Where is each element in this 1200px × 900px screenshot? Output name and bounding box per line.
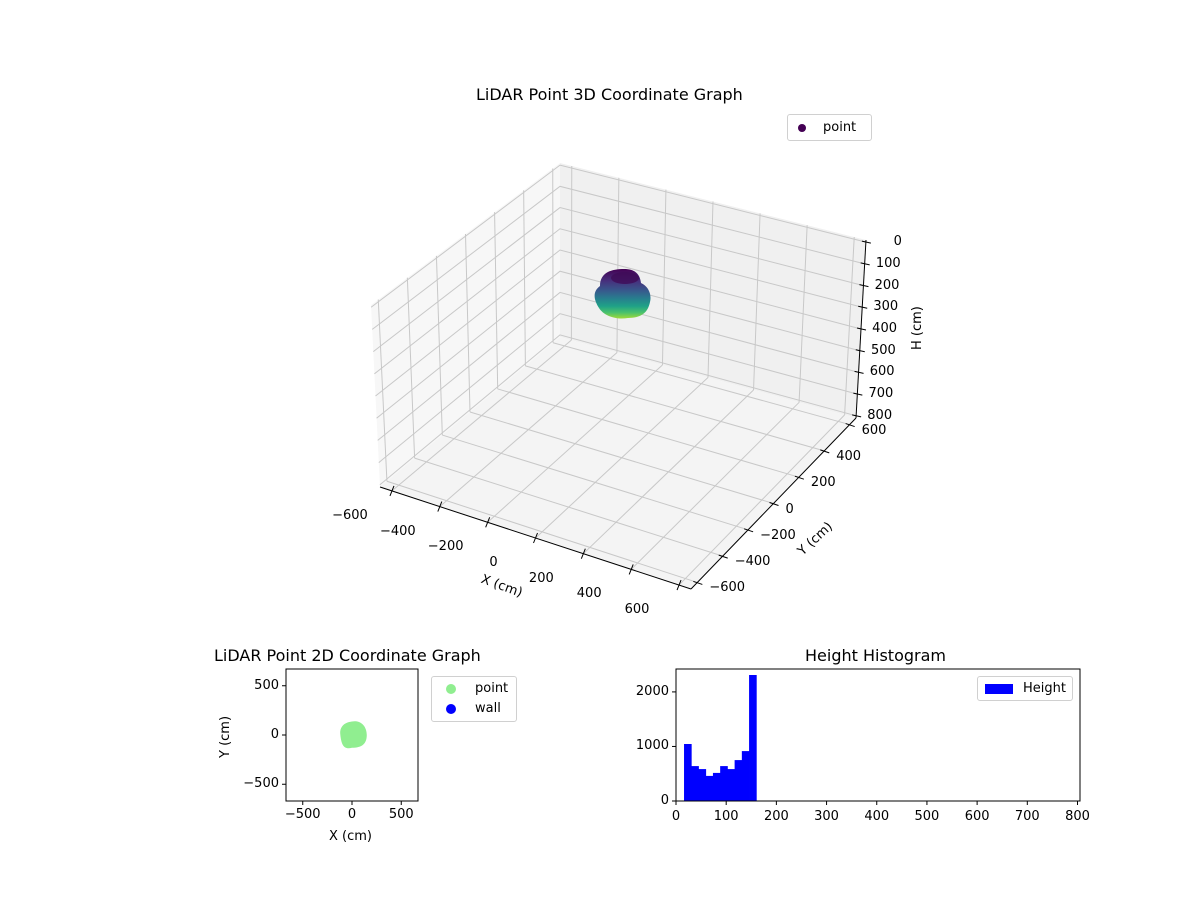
z-tick-3d: 700 xyxy=(868,386,894,402)
x-tick-hist: 300 xyxy=(814,809,839,824)
x-tick-2d: −500 xyxy=(284,807,321,822)
z-tick-3d: 100 xyxy=(875,255,901,271)
z-tick-3d: 0 xyxy=(893,234,902,250)
y-tick-hist: 1000 xyxy=(635,738,669,754)
legend-wall-label: wall xyxy=(475,701,501,716)
histogram-legend: Height xyxy=(977,676,1073,701)
histogram-bar xyxy=(727,769,736,801)
x-tick-2d: 500 xyxy=(388,807,414,822)
histogram-bar xyxy=(705,775,714,801)
y-tick-3d: 200 xyxy=(810,475,836,491)
legend-point-marker-icon xyxy=(446,683,456,694)
histogram-bar xyxy=(698,769,707,801)
y-tick-3d: 600 xyxy=(861,422,887,438)
x-tick-3d: −200 xyxy=(427,539,464,555)
x-tick-hist: 600 xyxy=(964,809,990,824)
x-tick-2d: 0 xyxy=(347,807,357,822)
x-tick-3d: 0 xyxy=(489,555,498,570)
y-tick-3d: −400 xyxy=(734,554,771,570)
z-tick-3d: 300 xyxy=(873,299,899,315)
histogram-bar xyxy=(712,772,721,801)
x-tick-3d: 400 xyxy=(576,586,602,602)
histogram-bar xyxy=(720,766,728,801)
x-tick-3d: −400 xyxy=(379,523,416,539)
chart-3d-plot xyxy=(370,163,871,591)
x-tick-hist: 800 xyxy=(1065,809,1090,824)
legend-point-marker-icon xyxy=(798,123,806,132)
y-tick-2d: 0 xyxy=(270,727,279,742)
chart-2d-title: LiDAR Point 2D Coordinate Graph xyxy=(214,646,481,665)
chart-3d-legend: point xyxy=(787,114,872,141)
x-tick-3d: 200 xyxy=(528,570,554,586)
histogram-bar xyxy=(691,766,699,801)
histogram-title: Height Histogram xyxy=(805,646,946,665)
histogram-bar xyxy=(684,744,692,801)
legend-height-label: Height xyxy=(1023,681,1066,696)
chart-2d-legend: point wall xyxy=(431,676,517,722)
z-tick-3d: 400 xyxy=(872,321,897,336)
legend-height-swatch-icon xyxy=(985,683,1013,694)
x-axis-label-2d: X (cm) xyxy=(329,829,372,844)
histogram-bar xyxy=(741,751,750,801)
y-tick-2d: 500 xyxy=(254,677,279,693)
y-tick-hist: 2000 xyxy=(635,683,669,699)
x-tick-hist: 700 xyxy=(1014,809,1040,824)
x-tick-hist: 400 xyxy=(864,809,890,824)
y-tick-3d: 400 xyxy=(836,448,862,464)
legend-point-label: point xyxy=(475,681,509,696)
y-tick-3d: −600 xyxy=(709,580,746,596)
z-tick-3d: 800 xyxy=(867,407,893,423)
x-tick-hist: 200 xyxy=(763,809,789,824)
x-tick-3d: 600 xyxy=(624,602,650,618)
legend-wall-marker-icon xyxy=(446,703,456,714)
y-tick-hist: 0 xyxy=(660,793,669,808)
z-tick-3d: 200 xyxy=(874,277,900,293)
y-tick-2d: −500 xyxy=(243,776,279,792)
chart-3d-title: LiDAR Point 3D Coordinate Graph xyxy=(476,85,743,104)
y-tick-3d: 0 xyxy=(785,501,794,517)
legend-point-label: point xyxy=(823,120,857,135)
z-tick-3d: 600 xyxy=(869,364,895,380)
x-tick-hist: 0 xyxy=(671,809,681,824)
x-tick-hist: 500 xyxy=(914,809,940,824)
y-tick-3d: −200 xyxy=(760,527,796,543)
x-tick-hist: 100 xyxy=(713,809,739,824)
histogram-bar xyxy=(749,675,757,801)
z-tick-3d: 500 xyxy=(870,342,896,358)
histogram-bar xyxy=(734,760,743,801)
x-tick-3d: −600 xyxy=(332,507,368,523)
